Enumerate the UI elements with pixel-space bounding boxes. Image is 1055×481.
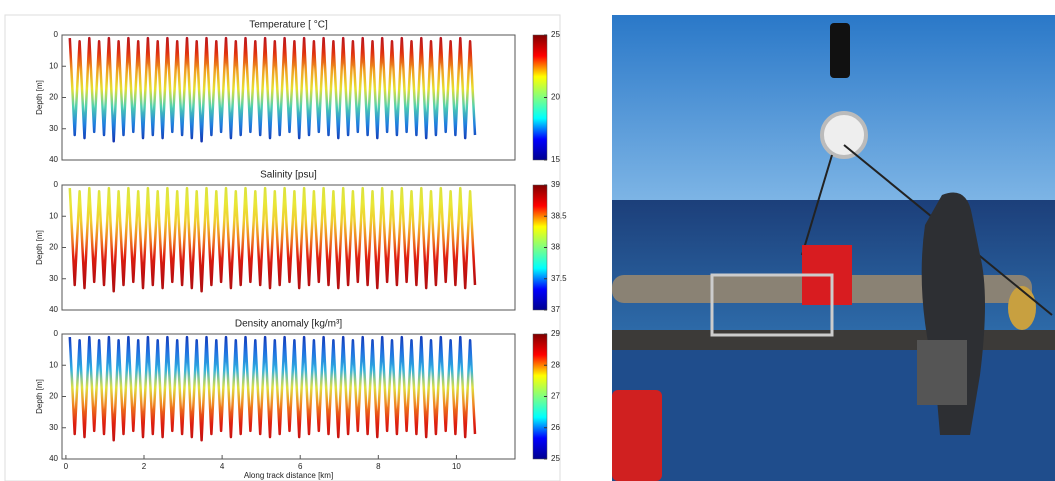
y-tick-label: 30	[49, 124, 58, 133]
colorbar-tick-label: 15	[551, 155, 560, 164]
colorbar-tick-label: 39	[551, 180, 560, 189]
colorbar-tick-label: 29	[551, 329, 560, 338]
y-axis-label: Depth [m]	[35, 80, 44, 115]
x-tick-label: 2	[142, 462, 147, 471]
x-axis-label: Along track distance [km]	[244, 471, 333, 480]
photo	[612, 15, 1055, 481]
colorbar-tick-label: 37.5	[551, 274, 567, 283]
pulley	[822, 113, 866, 157]
x-tick-label: 10	[452, 462, 461, 471]
colorbar-tick-label: 37	[551, 305, 560, 314]
deck-wall	[612, 335, 1055, 481]
colorbar-tick-label: 20	[551, 93, 560, 102]
y-tick-label: 20	[49, 93, 58, 102]
colorbar-tick-label: 26	[551, 423, 560, 432]
jerrycan	[612, 390, 662, 481]
y-tick-label: 40	[49, 155, 58, 164]
y-axis-label: Depth [m]	[35, 379, 44, 414]
shorts	[917, 340, 967, 405]
colorbar-tick-label: 27	[551, 392, 560, 401]
y-tick-label: 30	[49, 274, 58, 283]
y-tick-label: 0	[54, 329, 59, 338]
y-tick-label: 40	[49, 454, 58, 463]
crane-hook	[830, 23, 850, 78]
figure: Temperature [ °C]Depth [m]01020304015202…	[0, 0, 1055, 481]
colorbar-tick-label: 28	[551, 360, 560, 369]
y-tick-label: 10	[49, 211, 58, 220]
chart-title: Temperature [ °C]	[249, 20, 328, 31]
chart-title: Density anomaly [kg/m³]	[235, 319, 342, 330]
y-tick-label: 0	[54, 30, 59, 39]
colorbar-tick-label: 25	[551, 30, 560, 39]
y-tick-label: 40	[49, 305, 58, 314]
x-tick-label: 8	[376, 462, 381, 471]
rail-end	[1008, 286, 1036, 330]
y-tick-label: 30	[49, 423, 58, 432]
chart-title: Salinity [psu]	[260, 170, 317, 181]
y-axis-label: Depth [m]	[35, 230, 44, 265]
x-tick-label: 0	[64, 462, 69, 471]
y-tick-label: 20	[49, 243, 58, 252]
y-tick-label: 0	[54, 180, 59, 189]
colorbar-tick-label: 25	[551, 454, 560, 463]
x-tick-label: 4	[220, 462, 225, 471]
y-tick-label: 10	[49, 61, 58, 70]
colorbar-tick-label: 38	[551, 243, 560, 252]
colorbar-tick-label: 38.5	[551, 211, 567, 220]
x-tick-label: 6	[298, 462, 303, 471]
y-tick-label: 20	[49, 392, 58, 401]
y-tick-label: 10	[49, 360, 58, 369]
page: Temperature [ °C]Depth [m]01020304015202…	[0, 0, 1055, 481]
